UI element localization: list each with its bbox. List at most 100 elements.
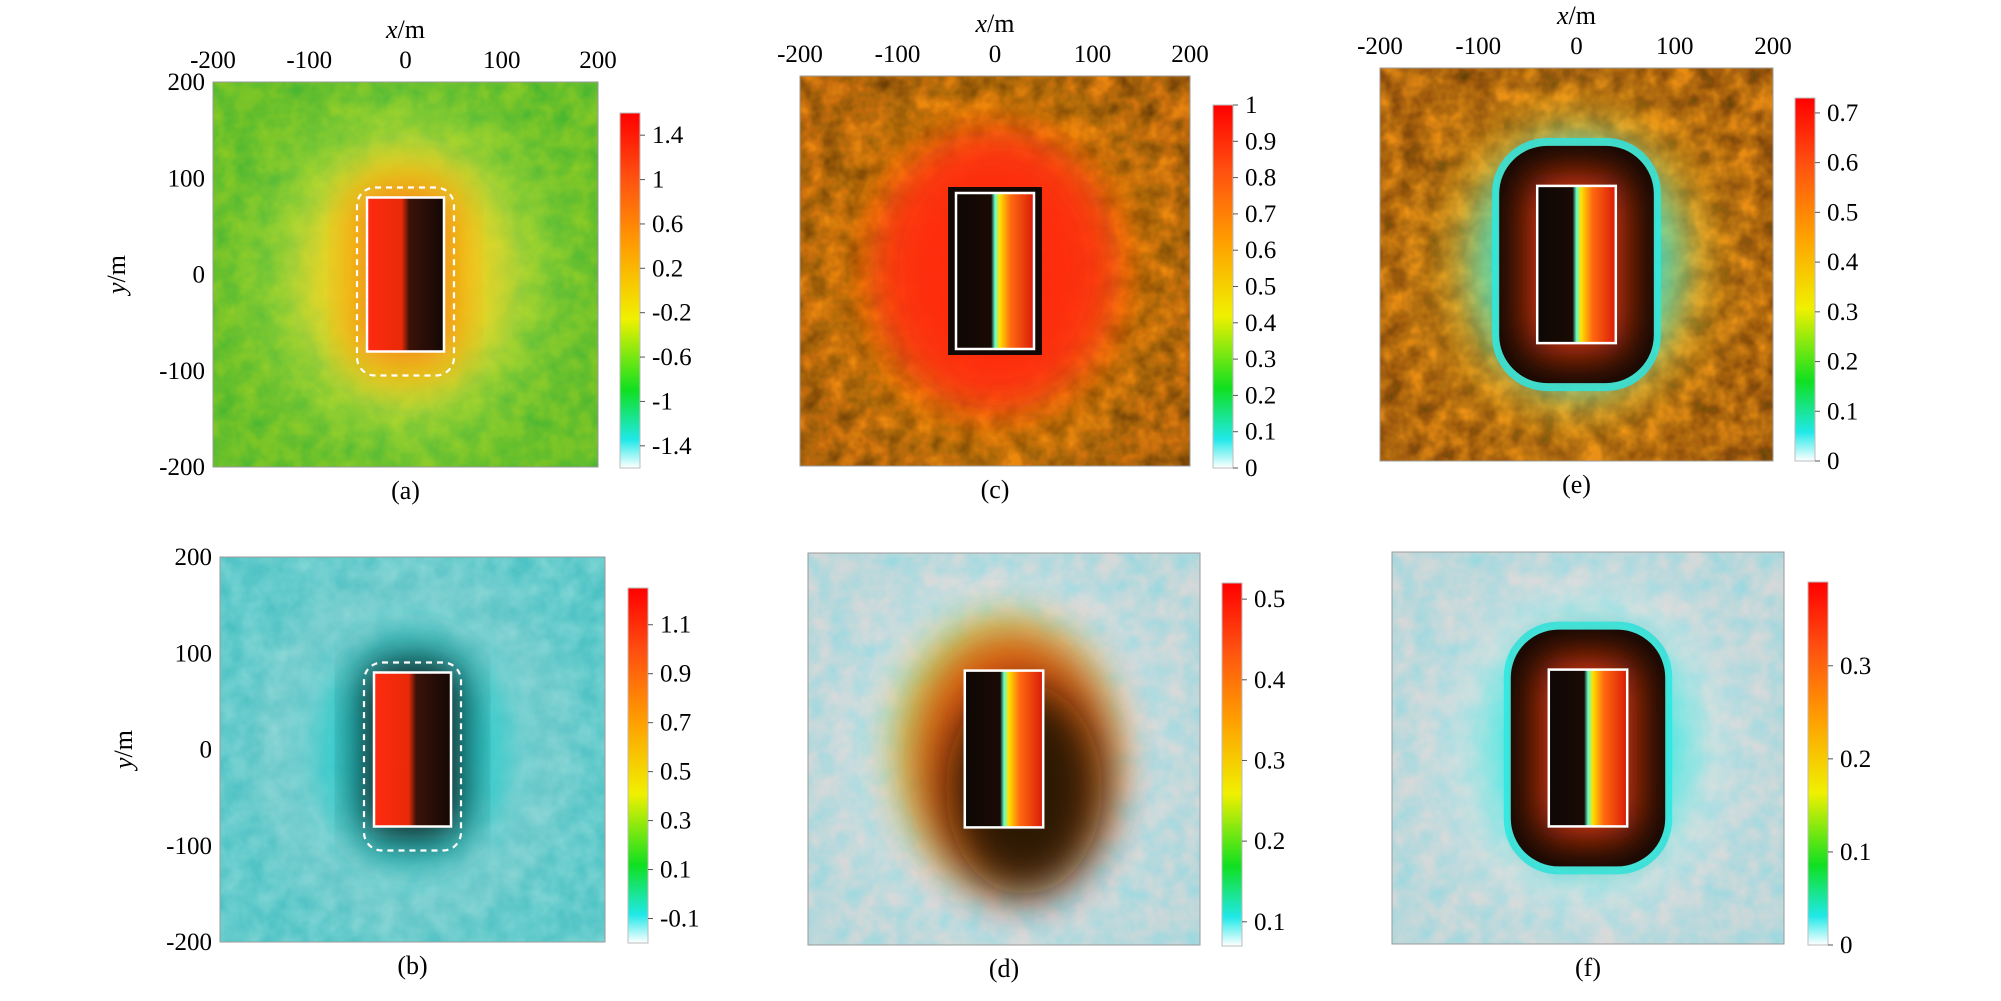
y-tick-label: -100 [159, 358, 205, 385]
plot-frame [799, 75, 1191, 467]
colorbar: 1.1 0.9 0.7 0.5 0.3 0.1 -0.1 [627, 587, 700, 944]
anomaly-body [367, 197, 444, 352]
colorbar-tick-label: 0.1 [1245, 419, 1276, 446]
body-rectangle [365, 196, 446, 353]
heatmap-field [800, 76, 1190, 466]
heatmap-field [808, 553, 1200, 945]
colorbar-gradient [1794, 97, 1816, 462]
panel-label: (f) [1575, 953, 1601, 982]
colorbar-tick-label: 0.8 [1245, 165, 1276, 192]
panel-a: -200 -100 0 100 200 x/m 200 100 0 -100 -200 y/m (a) 1… [102, 15, 692, 505]
y-tick-label: 100 [168, 165, 206, 192]
colorbar-tick-label: 0.7 [660, 710, 691, 737]
panel-e: -200 -100 0 100 200x/m(e)0.70.60.50.40.30.20… [1357, 1, 1859, 499]
panel-f: (f) 0.3 0.2 0.1 0 [1391, 551, 1871, 982]
colorbar-tick-label: 0.1 [1254, 909, 1285, 936]
plot-frame [212, 81, 599, 468]
colorbar: 0.7 0.6 0.5 0.4 0.3 0.2 0.1 0 [1794, 97, 1859, 475]
colorbar-gradient [1212, 104, 1234, 469]
anomaly-body [1537, 185, 1616, 344]
panel-label: (b) [397, 951, 427, 980]
colorbar: 0.3 0.2 0.1 0 [1807, 581, 1871, 959]
colorbar-tick-label: 1.4 [652, 122, 684, 149]
colorbar-tick-label: 0.2 [1245, 382, 1276, 409]
colorbar-tick-label: 0 [1840, 932, 1853, 959]
anomaly-body [1548, 669, 1628, 827]
anomaly-body [374, 672, 451, 827]
x-tick-label: 0 [1570, 33, 1583, 60]
colorbar-tick-label: 0.2 [652, 255, 683, 282]
colorbar-tick-label: 1 [652, 167, 665, 194]
body-rectangle [963, 669, 1045, 829]
colorbar-gradient [627, 587, 649, 944]
colorbar-tick-label: 0.4 [1827, 249, 1859, 276]
colorbar-tick-label: 0 [1827, 448, 1840, 475]
y-axis-label: y/m [109, 730, 138, 772]
panel-label: (a) [391, 476, 420, 505]
x-tick-label: 200 [1171, 41, 1209, 68]
colorbar-tick-label: 0.2 [1840, 746, 1871, 773]
colorbar: 1 0.9 0.8 0.7 0.6 0.5 0.4 0.3 0.2 0.1 0 [1212, 92, 1277, 482]
x-tick-label: -100 [286, 47, 332, 74]
colorbar-tick-label: 0.9 [1245, 128, 1276, 155]
y-tick-label: 200 [175, 544, 213, 571]
colorbar-tick-label: 0.9 [660, 661, 691, 688]
colorbar: 0.5 0.4 0.3 0.2 0.1 [1221, 582, 1286, 947]
plot-frame [1391, 551, 1785, 945]
dashed-outline [362, 661, 463, 852]
heatmap-field [213, 82, 598, 467]
colorbar-tick-label: -0.6 [652, 344, 692, 371]
y-tick-label: -200 [159, 454, 205, 481]
colorbar-tick-label: 0.6 [652, 211, 683, 238]
body-rectangle [372, 671, 453, 828]
y-tick-label: 0 [200, 737, 213, 764]
x-tick-label: 200 [579, 47, 617, 74]
panels: -200 -100 0 100 200x/m2001000-100-200y/m(a)1… [102, 1, 1871, 983]
x-tick-label: -200 [1357, 33, 1403, 60]
x-tick-label: -100 [1455, 33, 1501, 60]
anomaly-body [956, 193, 1034, 349]
colorbar-tick-label: 0.3 [1827, 299, 1858, 326]
colorbar-tick-label: -0.2 [652, 300, 692, 327]
colorbar-tick-label: -1.4 [652, 433, 692, 460]
x-tick-label: -100 [875, 41, 921, 68]
y-tick-label: 100 [175, 640, 213, 667]
body-rectangle [1535, 184, 1618, 345]
colorbar-tick-label: 0.7 [1827, 100, 1858, 127]
colorbar-tick-label: 0.3 [1254, 747, 1285, 774]
colorbar-tick-label: 0.5 [1245, 274, 1276, 301]
colorbar-tick-label: 0.7 [1245, 201, 1276, 228]
colorbar-tick-label: 0.4 [1245, 310, 1277, 337]
colorbar-gradient [1807, 581, 1829, 946]
y-tick-label: 0 [193, 262, 206, 289]
x-axis-label: x/m [975, 9, 1015, 38]
colorbar: 1.4 1 0.6 0.2 -0.2 -0.6 -1 -1.4 [619, 112, 692, 469]
colorbar-tick-label: 0.3 [660, 808, 691, 835]
colorbar-gradient [619, 112, 641, 469]
body-rectangle [954, 191, 1036, 351]
colorbar-tick-label: 0.5 [660, 759, 691, 786]
y-axis-label: y/m [102, 255, 131, 297]
y-tick-label: 200 [168, 69, 206, 96]
x-axis-label: x/m [385, 15, 425, 44]
x-tick-label: 100 [1656, 33, 1694, 60]
panel-label: (c) [981, 475, 1010, 504]
colorbar-tick-label: 0 [1245, 455, 1258, 482]
plot-frame [219, 556, 606, 943]
x-tick-label: 200 [1754, 33, 1792, 60]
colorbar-tick-label: 0.6 [1245, 237, 1276, 264]
colorbar-tick-label: 0.1 [1827, 398, 1858, 425]
y-tick-label: -100 [166, 833, 212, 860]
colorbar-tick-label: 1 [1245, 92, 1258, 119]
plot-frame [1379, 67, 1774, 462]
heatmap-field [220, 557, 605, 942]
panel-label: (e) [1562, 470, 1591, 499]
body-rectangle [1547, 668, 1629, 828]
colorbar-tick-label: 0.2 [1827, 349, 1858, 376]
x-tick-label: 0 [989, 41, 1002, 68]
colorbar-tick-label: 0.6 [1827, 150, 1858, 177]
panel-label: (d) [989, 954, 1019, 983]
x-tick-label: 100 [1074, 41, 1112, 68]
x-tick-label: 0 [399, 47, 412, 74]
